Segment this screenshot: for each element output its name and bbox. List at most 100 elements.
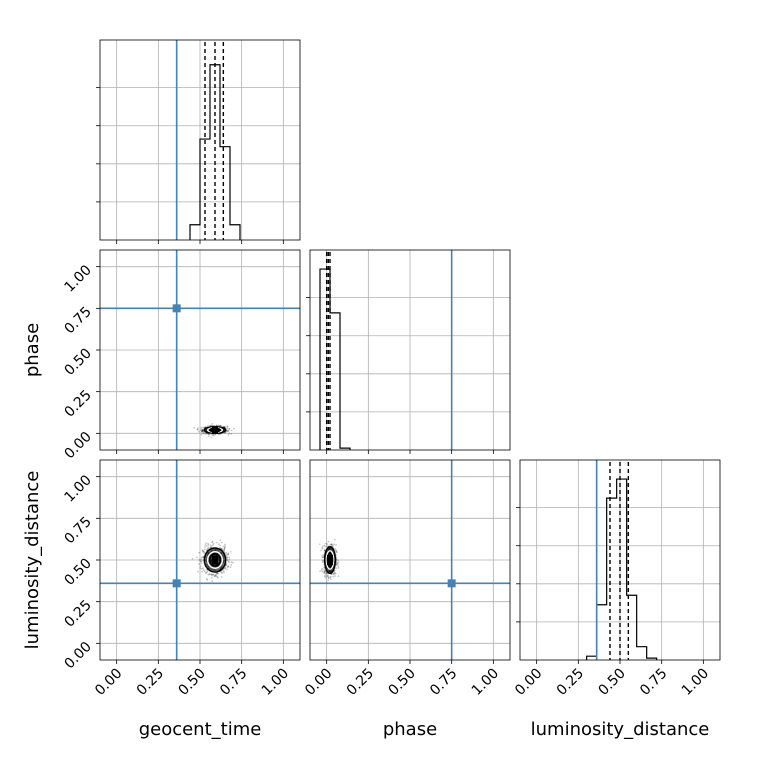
- sample-point: [212, 573, 215, 576]
- sample-point: [209, 544, 212, 547]
- sample-point: [335, 562, 338, 565]
- sample-point: [202, 569, 205, 571]
- sample-point: [210, 546, 213, 549]
- sample-point: [227, 429, 230, 432]
- x-tick-label: 0.00: [512, 666, 545, 699]
- sample-point: [198, 558, 201, 561]
- sample-point: [216, 575, 219, 578]
- sample-point: [217, 424, 220, 427]
- sample-point: [196, 428, 199, 431]
- sample-point: [323, 549, 326, 551]
- sample-point: [224, 545, 226, 547]
- sample-point: [321, 560, 324, 563]
- panel-geocent_time-luminosity_distance: 0.000.250.500.751.000.00 0.25 0.50 0.75 1.00: [61, 459, 301, 699]
- sample-point: [199, 559, 202, 562]
- sample-point: [201, 426, 204, 429]
- sample-point: [200, 433, 203, 436]
- sample-point: [221, 572, 223, 574]
- sample-point: [335, 557, 338, 560]
- x-tick-label: 0.50: [385, 666, 418, 699]
- sample-point: [337, 575, 340, 578]
- posterior-cloud: [193, 422, 235, 439]
- sample-point: [202, 549, 204, 552]
- sample-point: [204, 571, 207, 574]
- panel-geocent_time-geocent_time: [96, 39, 301, 244]
- sample-point: [214, 574, 217, 576]
- sample-point: [217, 572, 220, 575]
- sample-point: [206, 432, 208, 435]
- panel-phase-luminosity_distance: 0.00 0.25 0.50 0.75 1.00: [302, 459, 511, 699]
- panel-frame: [519, 459, 721, 661]
- sample-point: [215, 424, 218, 427]
- sample-point: [335, 567, 338, 569]
- sample-point: [321, 567, 323, 570]
- y-tick-label: 0.25: [61, 597, 94, 630]
- y-axis-label-luminosity_distance: luminosity_distance: [22, 471, 43, 650]
- sample-point: [198, 563, 201, 565]
- sample-point: [321, 561, 324, 564]
- sample-point: [201, 430, 204, 432]
- sample-point: [329, 578, 332, 581]
- histogram-phase: [319, 268, 351, 450]
- sample-point: [227, 565, 230, 568]
- sample-point: [197, 570, 199, 573]
- sample-point: [332, 575, 334, 578]
- sample-point: [334, 571, 337, 574]
- sample-point: [211, 422, 214, 425]
- sample-point: [205, 545, 208, 547]
- sample-point: [207, 543, 210, 546]
- sample-point: [207, 433, 210, 436]
- sample-point: [324, 575, 326, 578]
- sample-point: [324, 574, 326, 577]
- sample-point: [323, 549, 326, 552]
- sample-point: [323, 570, 326, 573]
- sample-point: [224, 546, 226, 549]
- sample-point: [335, 544, 337, 546]
- sample-point: [326, 574, 329, 577]
- sample-point: [226, 430, 229, 432]
- sample-point: [229, 550, 232, 553]
- sample-point: [202, 567, 204, 570]
- sample-point: [219, 539, 222, 542]
- sample-point: [208, 573, 211, 576]
- sample-point: [336, 559, 339, 562]
- sample-point: [333, 573, 335, 575]
- x-tick-label: 0.75: [637, 666, 670, 699]
- sample-point: [202, 429, 204, 432]
- sample-point: [223, 548, 226, 551]
- sample-point: [203, 548, 206, 551]
- sample-point: [323, 572, 326, 575]
- sample-point: [223, 550, 226, 552]
- sample-point: [215, 574, 218, 576]
- sample-point: [211, 434, 214, 436]
- sample-point: [219, 544, 221, 547]
- sample-point: [329, 575, 332, 578]
- sample-point: [227, 433, 230, 436]
- sample-point: [226, 566, 229, 568]
- sample-point: [226, 556, 229, 559]
- sample-point: [226, 425, 229, 428]
- y-tick-label: 0.75: [61, 304, 94, 337]
- sample-point: [321, 547, 324, 550]
- sample-point: [200, 429, 203, 432]
- sample-point: [198, 430, 201, 433]
- sample-point: [199, 567, 202, 569]
- panel-phase-phase: [306, 249, 511, 454]
- sample-point: [321, 570, 324, 573]
- x-tick-label: 0.75: [217, 666, 250, 699]
- sample-point: [230, 561, 233, 564]
- sample-point: [223, 546, 226, 549]
- sample-point: [203, 552, 206, 555]
- sample-point: [207, 546, 210, 549]
- sample-point: [335, 550, 338, 552]
- panel-luminosity_distance-luminosity_distance: 0.00 0.25 0.50 0.75 1.00: [512, 459, 721, 699]
- sample-point: [213, 575, 216, 577]
- sample-point: [332, 544, 334, 547]
- x-tick-label: 0.50: [595, 666, 628, 699]
- contour: [206, 551, 224, 569]
- sample-point: [334, 548, 337, 551]
- sample-point: [230, 564, 233, 566]
- sample-point: [219, 546, 221, 549]
- sample-point: [216, 572, 219, 575]
